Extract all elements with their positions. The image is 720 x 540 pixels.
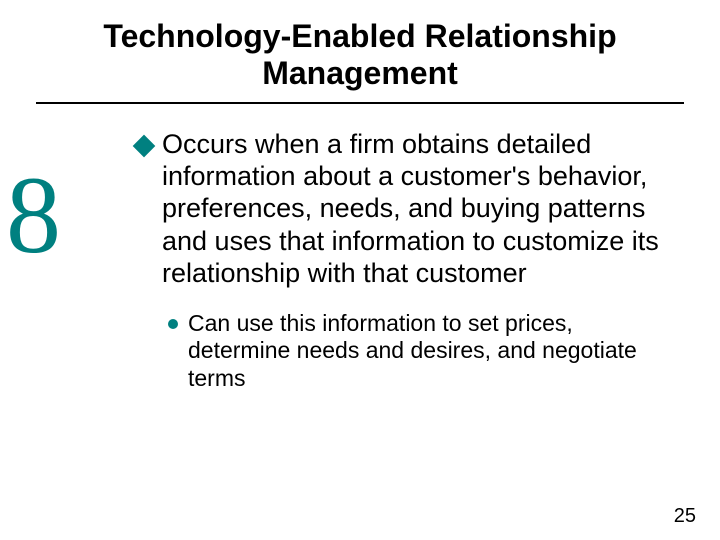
content-area: 8 Occurs when a firm obtains detailed in…: [0, 104, 720, 393]
circle-bullet-icon: [168, 319, 178, 329]
main-bullet-text: Occurs when a firm obtains detailed info…: [162, 128, 680, 290]
slide-title: Technology-Enabled Relationship Manageme…: [0, 0, 720, 102]
sub-bullet-row: Can use this information to set prices, …: [168, 310, 680, 393]
page-number: 25: [674, 505, 696, 528]
chapter-number: 8: [6, 160, 61, 270]
diamond-bullet-icon: [133, 134, 156, 157]
sub-bullet-text: Can use this information to set prices, …: [188, 310, 680, 393]
main-bullet-row: Occurs when a firm obtains detailed info…: [136, 128, 680, 290]
